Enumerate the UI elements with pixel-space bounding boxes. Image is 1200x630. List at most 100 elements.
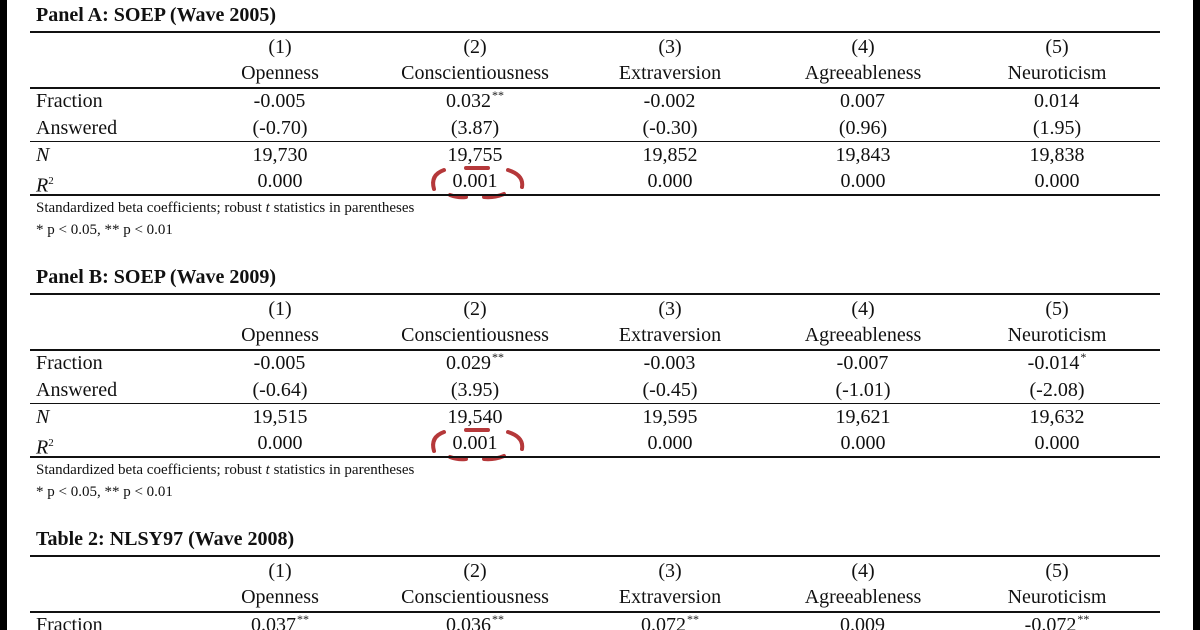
coefficient-cell: 0.072**: [575, 612, 765, 630]
coefficient-cell: 0.014: [962, 89, 1152, 115]
coefficient-cell: -0.003: [575, 351, 765, 377]
r2-exp: 2: [48, 175, 54, 187]
r-squared-cell: 0.000: [840, 170, 886, 192]
coefficient-value: 0.009: [840, 614, 885, 630]
r-squared-cell: 0.001: [452, 170, 498, 192]
column-number: (1): [268, 36, 292, 58]
n-cell: 19,621: [835, 406, 891, 428]
coefficient-value: -0.014: [1027, 352, 1080, 374]
significance-note: * p < 0.05, ** p < 0.01: [36, 484, 173, 500]
column-number: (1): [268, 560, 292, 582]
column-header: Conscientiousness: [401, 62, 549, 84]
note-text: statistics in parentheses: [269, 462, 415, 478]
column-number: (3): [658, 36, 682, 58]
column-header: Agreeableness: [804, 324, 922, 346]
coefficient-value: -0.003: [643, 352, 696, 374]
t-stat-cell: (3.87): [450, 117, 500, 139]
significance-stars: **: [297, 612, 309, 626]
column-number: (2): [463, 560, 487, 582]
t-stat-cell: (-0.70): [252, 117, 308, 139]
header-rule: [30, 611, 1160, 613]
coefficient-cell: 0.029**: [380, 350, 570, 377]
column-header: Extraversion: [618, 62, 722, 84]
r-squared-cell: 0.000: [647, 170, 693, 192]
left-border: [0, 0, 7, 630]
coefficient-value: -0.072: [1024, 614, 1077, 630]
note-text: Standardized beta coefficients; robust: [36, 200, 266, 216]
r-squared-cell: 0.000: [840, 432, 886, 454]
coefficient-value: -0.002: [643, 90, 696, 112]
coefficient-cell: 0.036**: [380, 612, 570, 630]
r-squared-cell: 0.000: [1034, 432, 1080, 454]
note-text: Standardized beta coefficients; robust: [36, 462, 266, 478]
t-stat-cell: (-0.64): [252, 379, 308, 401]
bottom-rule: [30, 194, 1160, 196]
bottom-rule: [30, 456, 1160, 458]
header-rule: [30, 87, 1160, 89]
coefficient-cell: -0.072**: [962, 612, 1152, 630]
coefficient-cell: 0.032**: [380, 88, 570, 115]
r-squared-cell: 0.000: [257, 432, 303, 454]
top-rule: [30, 31, 1160, 33]
column-header: Openness: [241, 324, 319, 346]
n-cell: 19,632: [1029, 406, 1085, 428]
column-header: Openness: [241, 62, 319, 84]
coefficient-value: -0.005: [253, 90, 306, 112]
r2-r: R: [36, 174, 49, 197]
r-squared-cell: 0.000: [257, 170, 303, 192]
header-rule: [30, 349, 1160, 351]
t-stat-cell: (-0.30): [642, 117, 698, 139]
n-cell: 19,838: [1029, 144, 1085, 166]
row-label-n: N: [36, 144, 50, 166]
top-rule: [30, 555, 1160, 557]
coefficient-cell: -0.002: [575, 89, 765, 115]
note-t: t: [265, 200, 270, 216]
significance-stars: **: [492, 88, 504, 102]
coefficient-value: -0.007: [836, 352, 889, 374]
coefficient-value: 0.032: [446, 90, 491, 112]
coefficient-value: 0.007: [840, 90, 885, 112]
t-stat-cell: (0.96): [838, 117, 888, 139]
column-header: Agreeableness: [804, 62, 922, 84]
r-squared-cell: 0.000: [1034, 170, 1080, 192]
coefficient-value: 0.029: [446, 352, 491, 374]
t-stat-cell: (3.95): [450, 379, 500, 401]
column-number: (5): [1045, 36, 1069, 58]
panel-title: Panel B: SOEP (Wave 2009): [36, 266, 276, 288]
row-label-fraction: Fraction: [36, 90, 103, 112]
column-header: Agreeableness: [804, 586, 922, 608]
significance-stars: **: [492, 612, 504, 626]
row-label-r2: R2: [36, 169, 54, 198]
n-cell: 19,755: [447, 144, 503, 166]
column-header: Neuroticism: [1007, 586, 1107, 608]
regression-tables: Panel A: SOEP (Wave 2005) (1) Openness (2) C…: [30, 0, 1160, 630]
column-number: (2): [463, 36, 487, 58]
coefficient-cell: -0.014*: [962, 350, 1152, 377]
coefficient-value: 0.036: [446, 614, 491, 630]
significance-stars: **: [687, 612, 699, 626]
n-cell: 19,540: [447, 406, 503, 428]
column-number: (4): [851, 560, 875, 582]
row-label-fraction: Fraction: [36, 352, 103, 374]
coefficient-cell: 0.009: [768, 613, 958, 630]
right-border: [1193, 0, 1200, 630]
column-header: Neuroticism: [1007, 324, 1107, 346]
column-number: (5): [1045, 298, 1069, 320]
table-note: Standardized beta coefficients; robust t…: [36, 199, 414, 217]
table-note: Standardized beta coefficients; robust t…: [36, 461, 414, 479]
note-t: t: [265, 462, 270, 478]
column-header: Extraversion: [618, 324, 722, 346]
r2-exp: 2: [48, 437, 54, 449]
column-header: Openness: [241, 586, 319, 608]
significance-stars: *: [1080, 350, 1087, 364]
row-label-answered: Answered: [36, 117, 118, 139]
n-cell: 19,852: [642, 144, 698, 166]
column-number: (2): [463, 298, 487, 320]
top-rule: [30, 293, 1160, 295]
coefficient-value: 0.014: [1034, 90, 1079, 112]
column-header: Conscientiousness: [401, 324, 549, 346]
significance-stars: **: [1077, 612, 1090, 626]
t-stat-cell: (-1.01): [835, 379, 891, 401]
coefficient-cell: 0.037**: [185, 612, 375, 630]
r-squared-cell: 0.001: [452, 432, 498, 454]
